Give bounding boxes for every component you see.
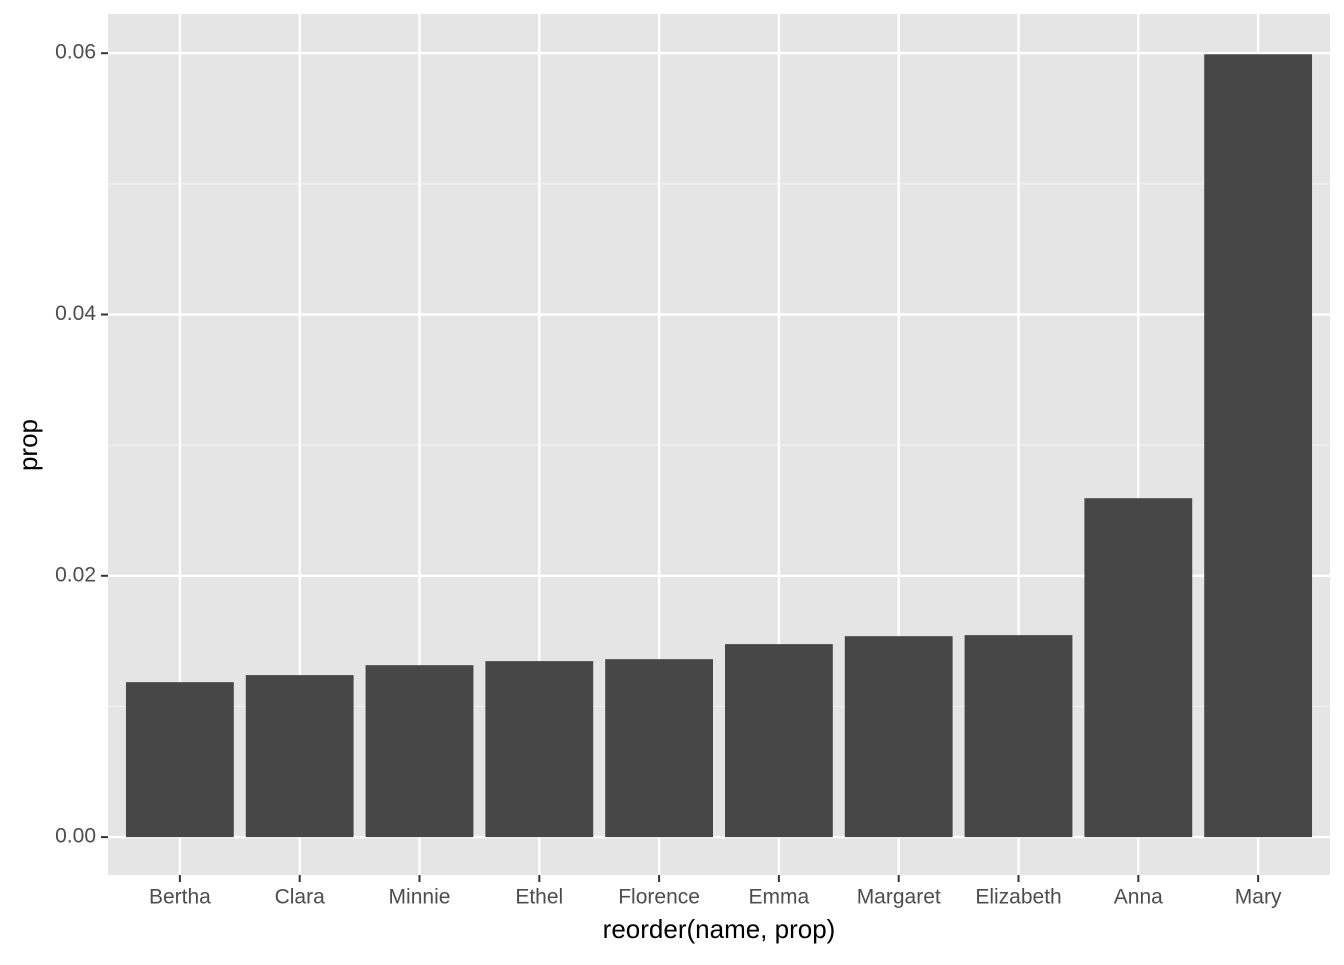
bar bbox=[605, 659, 714, 838]
bar bbox=[844, 636, 953, 838]
bar bbox=[1084, 498, 1193, 838]
x-axis-title: reorder(name, prop) bbox=[603, 914, 836, 944]
x-tick-label: Ethel bbox=[515, 886, 563, 909]
bar bbox=[485, 661, 594, 838]
y-tick-label: 0.06 bbox=[55, 41, 96, 64]
x-tick-label: Elizabeth bbox=[975, 886, 1061, 909]
y-axis-title: prop bbox=[13, 419, 43, 471]
x-tick-label: Clara bbox=[275, 886, 326, 909]
x-tick-label: Minnie bbox=[389, 886, 451, 909]
bar bbox=[724, 644, 833, 838]
x-tick-label: Margaret bbox=[857, 886, 941, 909]
bar bbox=[964, 635, 1073, 838]
x-tick-label: Emma bbox=[749, 886, 810, 909]
x-tick-label: Florence bbox=[618, 886, 700, 909]
bar bbox=[245, 675, 354, 838]
x-tick-label: Bertha bbox=[149, 886, 211, 909]
bar bbox=[1204, 54, 1313, 838]
y-tick-label: 0.04 bbox=[55, 302, 96, 325]
y-tick-label: 0.02 bbox=[55, 563, 96, 586]
x-tick-label: Anna bbox=[1114, 886, 1163, 909]
bar bbox=[125, 682, 234, 838]
bar bbox=[365, 665, 474, 838]
y-tick-label: 0.00 bbox=[55, 825, 96, 848]
x-tick-label: Mary bbox=[1235, 886, 1282, 909]
